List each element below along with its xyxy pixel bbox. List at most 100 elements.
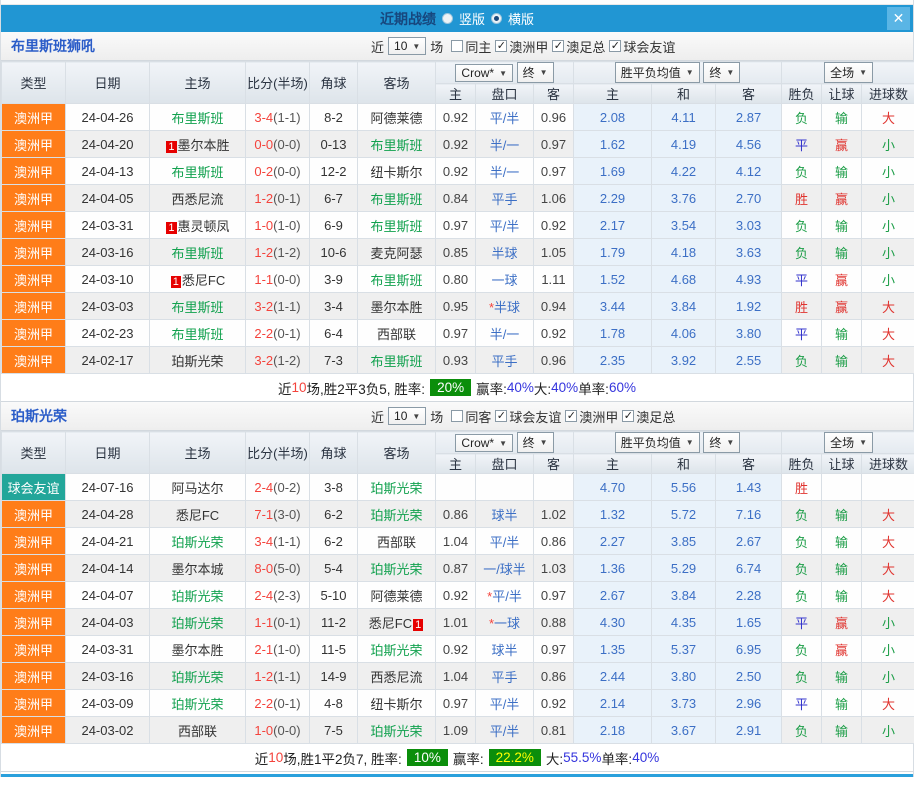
bookmaker-select[interactable]: Crow* ▼ — [455, 64, 514, 82]
filter-controls: 近 10 ▼ 场 同客 ✓ 球会友谊 ✓ 澳洲甲 ✓ 澳足总 — [371, 407, 675, 426]
unchecked-checkbox-icon[interactable] — [451, 410, 464, 422]
summary-text: 近 — [278, 381, 292, 397]
wdl-average-select[interactable]: 胜平负均值 ▼ — [614, 62, 700, 83]
handicap-away-odds: 0.96 — [532, 103, 575, 131]
checked-checkbox-icon[interactable]: ✓ — [495, 40, 508, 52]
league-type-cell: 澳洲甲 — [1, 527, 66, 555]
final-odds-select[interactable]: 终 ▼ — [516, 432, 554, 453]
unchecked-checkbox-icon[interactable] — [451, 40, 464, 52]
home-team-cell: 1 惠灵顿凤 — [149, 211, 246, 239]
match-date: 24-04-20 — [65, 130, 150, 158]
match-date: 24-07-16 — [65, 473, 150, 501]
score-cell: 2-4(2-3) — [245, 581, 310, 609]
result-wdl: 负 — [781, 554, 823, 582]
fulltime-score: 1-1 — [254, 271, 274, 287]
filter-checkbox-同客[interactable]: 同客 — [451, 407, 491, 426]
result-handicap: 输 — [821, 662, 863, 690]
rank-badge: 1 — [166, 221, 177, 234]
team-label: 悉尼FC — [368, 615, 413, 631]
result-wdl: 平 — [781, 265, 823, 293]
result-goals: 小 — [861, 716, 914, 744]
team-label: 布里斯班 — [370, 353, 423, 369]
handicap-home-odds: 0.92 — [435, 103, 476, 131]
away-team-cell: 布里斯班 — [357, 184, 436, 212]
handicap-text: 一球 — [491, 272, 518, 288]
odds-lose: 7.16 — [715, 500, 783, 528]
scope-select[interactable]: 全场 ▼ — [824, 62, 874, 83]
filter-checkbox-澳洲甲[interactable]: ✓ 澳洲甲 — [495, 37, 548, 56]
filter-checkbox-球会友谊[interactable]: ✓ 球会友谊 — [495, 407, 561, 426]
vertical-layout-radio[interactable] — [441, 13, 453, 24]
team-label: 阿德莱德 — [370, 588, 423, 604]
handicap-home-odds: 0.97 — [435, 689, 476, 717]
match-date: 24-02-17 — [65, 346, 150, 374]
dropdown-arrow-icon: ▼ — [726, 68, 735, 77]
final-wdl-select[interactable]: 终 ▼ — [703, 432, 741, 453]
final-odds-select[interactable]: 终 ▼ — [516, 62, 554, 83]
checked-checkbox-icon[interactable]: ✓ — [622, 410, 635, 422]
games-unit-label: 场 — [430, 409, 444, 425]
scope-select[interactable]: 全场 ▼ — [824, 432, 874, 453]
handicap-home-odds — [435, 473, 476, 501]
odds-win: 2.44 — [573, 662, 653, 690]
away-team-cell: 布里斯班 — [357, 130, 436, 158]
result-handicap: 输 — [821, 554, 863, 582]
handicap-away-odds: 1.03 — [532, 554, 575, 582]
match-date: 24-04-05 — [65, 184, 150, 212]
handicap-line: *一球 — [475, 608, 534, 636]
team-label: 珀斯光荣 — [171, 353, 224, 369]
league-type-cell: 澳洲甲 — [1, 554, 66, 582]
result-handicap: 输 — [821, 103, 863, 131]
team-label: 珀斯光荣 — [171, 669, 224, 685]
filter-checkbox-澳足总[interactable]: ✓ 澳足总 — [622, 407, 675, 426]
odds-lose: 4.56 — [715, 130, 783, 158]
league-type-cell: 澳洲甲 — [1, 292, 66, 320]
fulltime-score: 1-2 — [254, 244, 274, 260]
filter-bar: 布里斯班狮吼 近 10 ▼ 场 同主 ✓ 澳洲甲 ✓ 澳足总 ✓ 球会友谊 — [1, 32, 913, 61]
odds-draw: 4.19 — [651, 130, 717, 158]
result-goals: 大 — [861, 346, 914, 374]
team-label: 布里斯班 — [171, 299, 224, 315]
team-label: 阿德莱德 — [370, 110, 423, 126]
odds-draw: 3.80 — [651, 662, 717, 690]
team-label: 珀斯光荣 — [370, 480, 423, 496]
recent-count-select[interactable]: 10 ▼ — [388, 37, 427, 55]
filter-checkbox-同主[interactable]: 同主 — [451, 37, 491, 56]
fulltime-score: 1-0 — [254, 722, 274, 738]
vertical-layout-label[interactable]: 竖版 — [458, 12, 485, 27]
recent-count-select[interactable]: 10 ▼ — [388, 407, 427, 425]
team-label: 珀斯光荣 — [370, 642, 423, 658]
team-label: 墨尔本胜 — [370, 299, 423, 315]
filter-checkbox-澳足总[interactable]: ✓ 澳足总 — [552, 37, 605, 56]
checked-checkbox-icon[interactable]: ✓ — [565, 410, 578, 422]
handicap-home-odds: 0.97 — [435, 319, 476, 347]
handicap-away-odds: 0.92 — [532, 319, 575, 347]
checked-checkbox-icon[interactable]: ✓ — [552, 40, 565, 52]
halftime-score: (1-1) — [273, 109, 301, 125]
away-team-cell: 西部联 — [357, 527, 436, 555]
match-date: 24-03-09 — [65, 689, 150, 717]
final-wdl-select[interactable]: 终 ▼ — [703, 62, 741, 83]
wdl-average-select[interactable]: 胜平负均值 ▼ — [614, 432, 700, 453]
filter-checkbox-球会友谊[interactable]: ✓ 球会友谊 — [609, 37, 675, 56]
bookmaker-select[interactable]: Crow* ▼ — [455, 434, 514, 452]
fulltime-score: 2-1 — [254, 641, 274, 657]
result-goals: 小 — [861, 130, 914, 158]
result-handicap: 赢 — [821, 265, 863, 293]
handicap-text: 半/一 — [489, 326, 520, 342]
filter-checkbox-澳洲甲[interactable]: ✓ 澳洲甲 — [565, 407, 618, 426]
odds-win: 2.14 — [573, 689, 653, 717]
checked-checkbox-icon[interactable]: ✓ — [495, 410, 508, 422]
odds-draw: 5.56 — [651, 473, 717, 501]
match-row: 澳洲甲 24-03-10 1 悉尼FC 1-1(0-0) 3-9 布里斯班 0.80 一球 1.1… — [1, 265, 914, 293]
horizontal-layout-radio[interactable] — [491, 13, 502, 24]
checked-checkbox-icon[interactable]: ✓ — [609, 40, 622, 52]
away-team-cell: 珀斯光荣 — [357, 554, 436, 582]
summary-text: 场,胜2平3负5, 胜率: — [306, 381, 426, 397]
subcol-odds-lose: 客 — [715, 83, 783, 104]
horizontal-layout-label[interactable]: 横版 — [508, 12, 535, 27]
team-label: 珀斯光荣 — [370, 561, 423, 577]
close-icon[interactable]: ✕ — [887, 7, 910, 30]
handicap-home-odds: 0.80 — [435, 265, 476, 293]
handicap-away-odds: 0.97 — [532, 130, 575, 158]
